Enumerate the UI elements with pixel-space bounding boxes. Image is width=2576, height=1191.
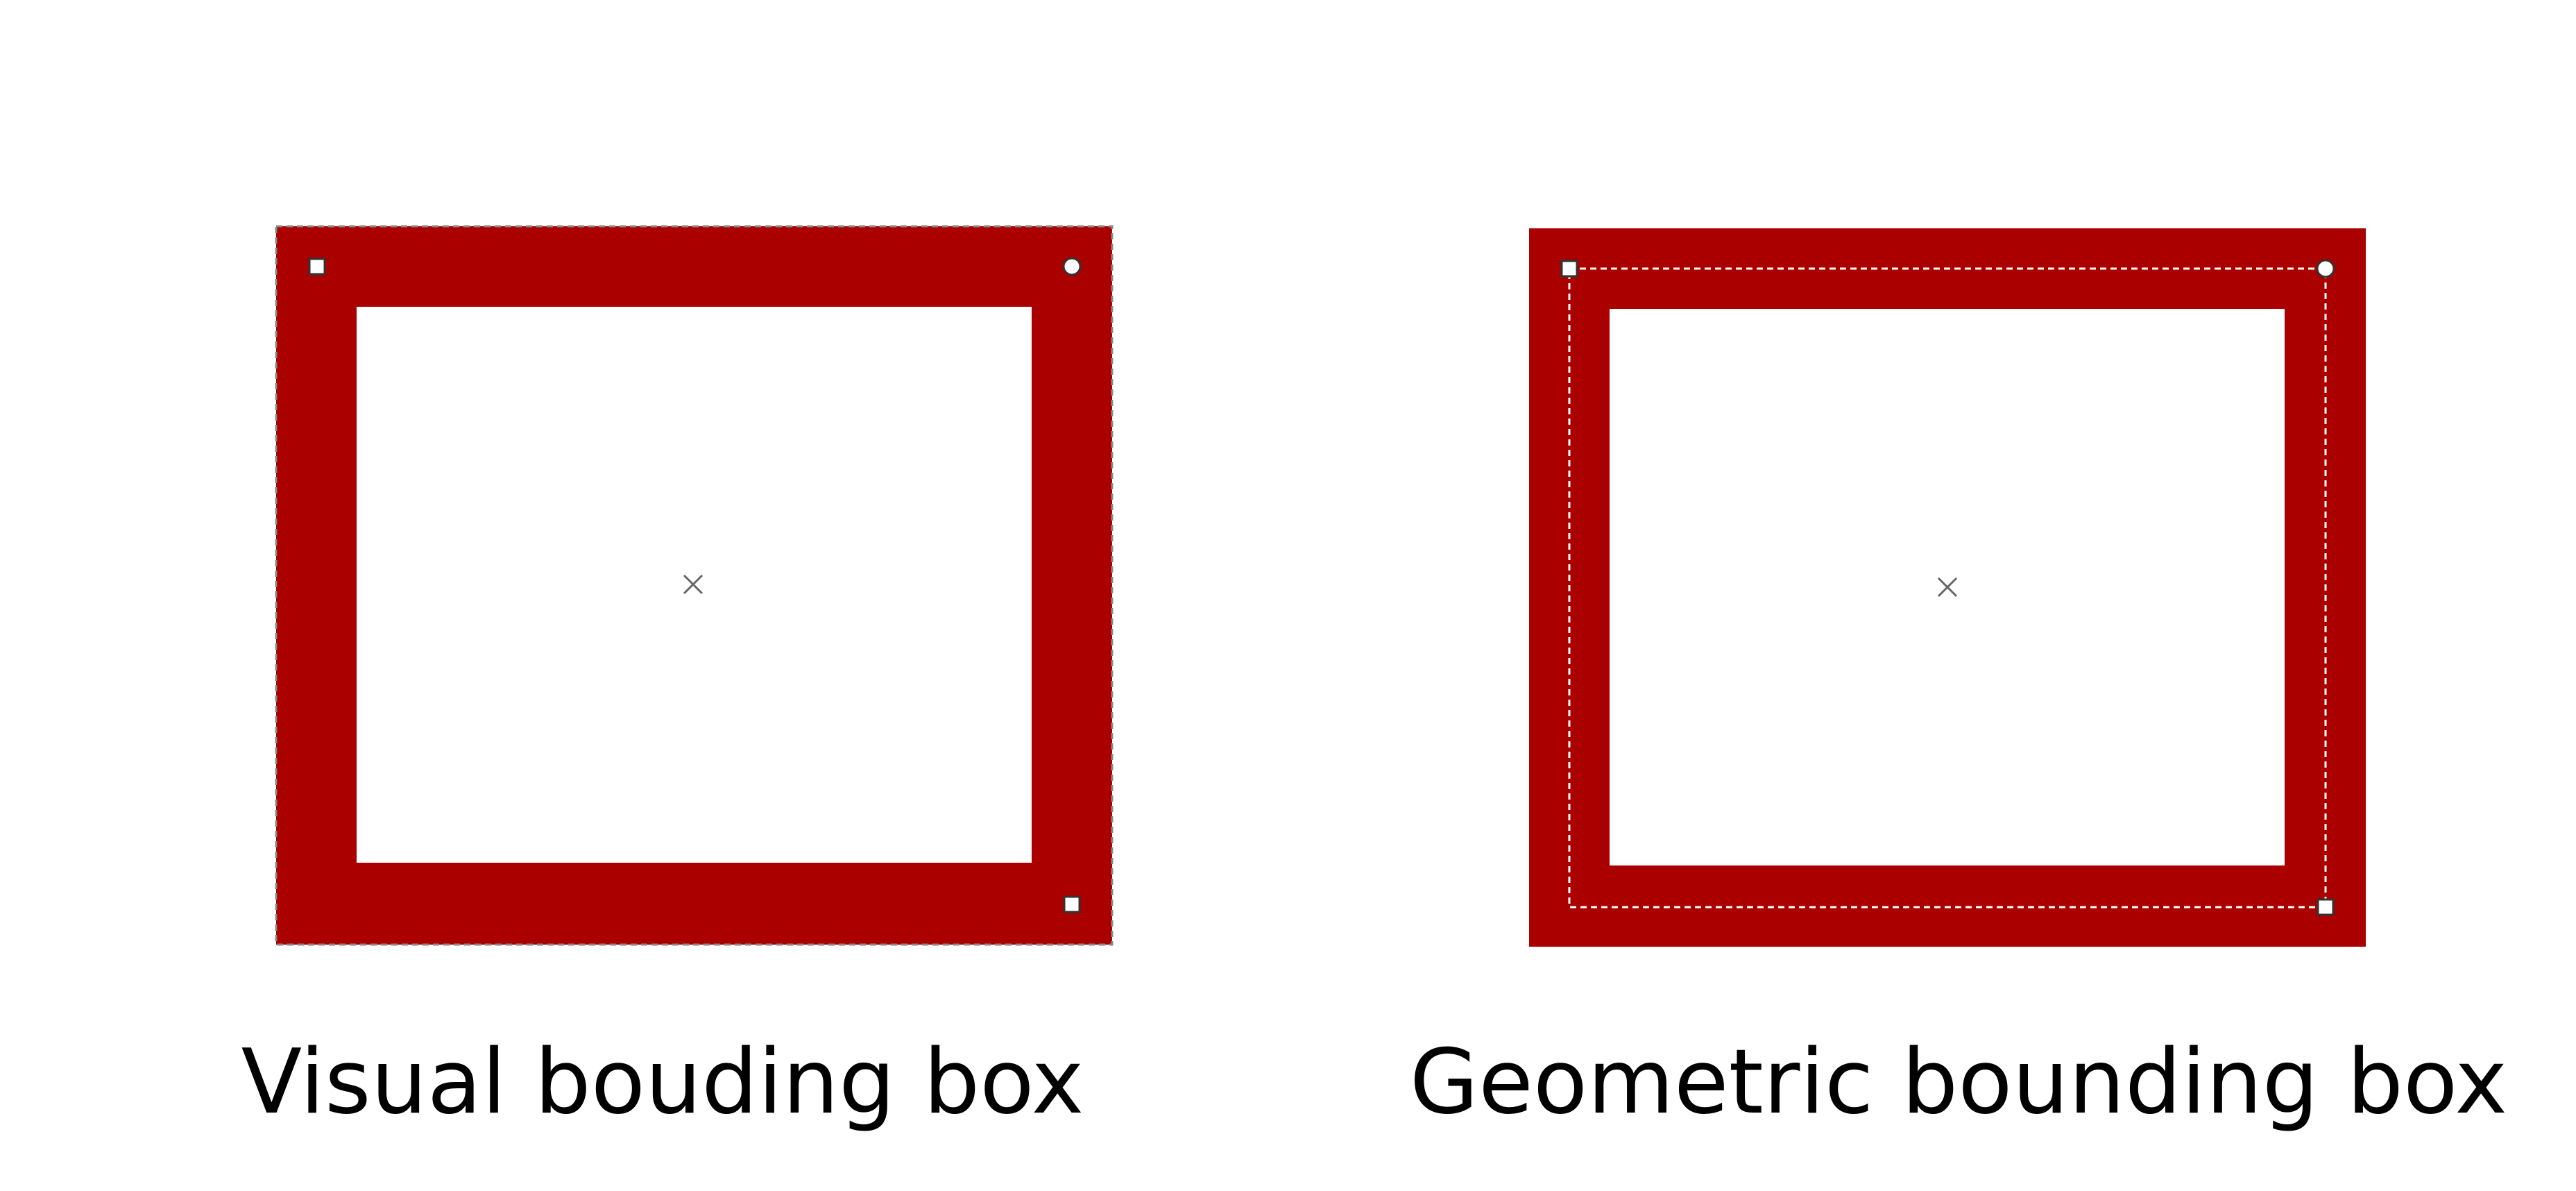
center-x-icon[interactable] xyxy=(683,574,703,595)
resize-handle-top-left[interactable] xyxy=(308,257,326,276)
geometric-bbox-caption: Geometric bounding box xyxy=(1409,1031,2508,1134)
resize-handle-top-left[interactable] xyxy=(1560,260,1578,278)
red-frame-shape[interactable] xyxy=(1529,228,2366,947)
center-x-icon[interactable] xyxy=(1937,577,1958,598)
resize-handle-top-right-circle[interactable] xyxy=(2316,259,2335,278)
red-frame-shape[interactable] xyxy=(276,226,1112,945)
resize-handle-bottom-right[interactable] xyxy=(2317,898,2335,916)
visual-bbox-panel: Visual bouding box xyxy=(0,0,1283,1191)
resize-handle-bottom-right[interactable] xyxy=(1063,895,1081,913)
visual-bbox-outline xyxy=(275,225,1114,946)
geometric-bbox-outline xyxy=(1568,267,2327,909)
visual-bbox-figure xyxy=(275,225,1114,946)
resize-handle-top-right-circle[interactable] xyxy=(1062,257,1082,276)
visual-bbox-caption: Visual bouding box xyxy=(241,1031,1084,1134)
